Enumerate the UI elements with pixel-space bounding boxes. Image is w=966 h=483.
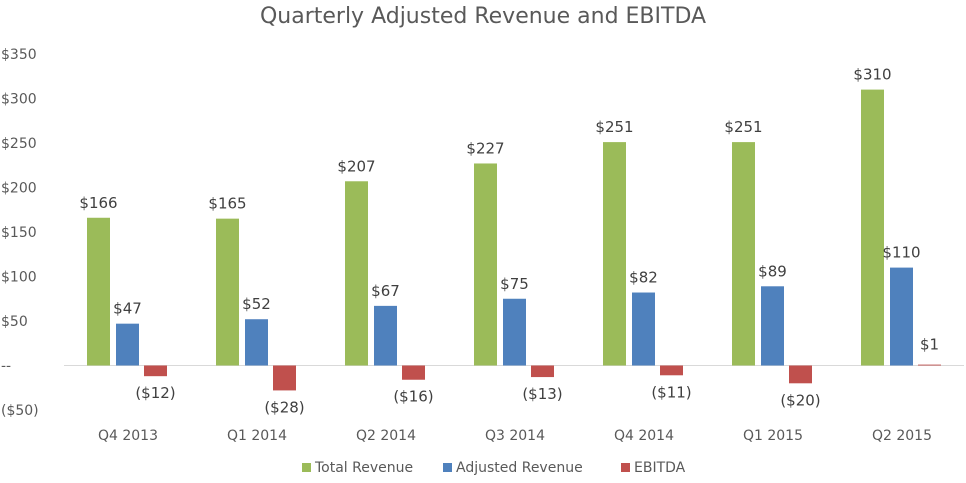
bar-adjusted-revenue [890,267,913,366]
bar-ebitda [660,365,683,376]
bar-total-revenue [603,142,626,366]
x-category-label: Q4 2013 [98,428,158,444]
x-category-label: Q2 2014 [356,428,416,444]
bar-total-revenue [861,89,884,366]
x-category-label: Q1 2015 [743,428,803,444]
data-label: ($16) [393,388,433,406]
data-labels-group: $166 $47 ($12) $165 $52 ($28) $207 $67 ($16) $227… [79,66,939,417]
data-label: $75 [500,275,529,293]
bar-ebitda [144,365,167,377]
bar-ebitda [273,365,296,391]
y-tick-label: $50 [1,314,28,330]
data-label: $310 [853,66,891,84]
data-label: $1 [920,336,939,354]
data-label: $82 [629,269,658,287]
legend-label: EBITDA [634,460,686,476]
data-label: ($20) [780,391,820,409]
data-label: $251 [724,118,762,136]
y-tick-label: $100 [1,270,37,286]
legend-swatch [302,463,311,472]
bar-total-revenue [216,218,239,366]
y-tick-label: -- [1,359,11,375]
x-category-label: Q4 2014 [614,428,674,444]
data-label: ($11) [651,383,691,401]
bar-adjusted-revenue [374,305,397,366]
bar-adjusted-revenue [245,319,268,366]
legend-swatch [621,463,630,472]
legend-swatch [443,463,452,472]
data-label: ($28) [264,398,304,416]
legend-label: Total Revenue [314,460,413,476]
bar-adjusted-revenue [761,286,784,366]
x-category-label: Q1 2014 [227,428,287,444]
y-tick-label: $150 [1,225,37,241]
data-label: $67 [371,282,400,300]
y-tick-label: $200 [1,181,37,197]
bar-adjusted-revenue [632,292,655,366]
y-tick-label: ($50) [1,403,39,419]
y-tick-label: $250 [1,136,37,152]
x-category-label: Q3 2014 [485,428,545,444]
bar-total-revenue [345,181,368,366]
x-axis-labels: Q4 2013 Q1 2014 Q2 2014 Q3 2014 Q4 2014 Q1 20… [98,428,932,444]
bar-total-revenue [87,217,110,366]
data-label: $165 [208,195,246,213]
bar-adjusted-revenue [503,298,526,366]
y-axis-ticks: ($50) -- $50 $100 $150 $200 $250 $300 $350 [1,47,39,419]
bar-ebitda [918,364,941,366]
bar-total-revenue [474,163,497,366]
data-label: $110 [882,244,920,262]
data-label: $251 [595,118,633,136]
x-category-label: Q2 2015 [872,428,932,444]
data-label: $207 [337,157,375,175]
data-label: $47 [113,300,142,318]
data-label: $89 [758,262,787,280]
bar-ebitda [531,365,554,378]
bar-total-revenue [732,142,755,366]
data-label: $166 [79,194,117,212]
legend: Total Revenue Adjusted Revenue EBITDA [302,460,686,476]
bar-ebitda [789,365,812,384]
data-label: ($12) [135,384,175,402]
data-label: $52 [242,295,271,313]
bars-group [87,89,941,391]
data-label: $227 [466,139,504,157]
y-tick-label: $300 [1,92,37,108]
y-tick-label: $350 [1,47,37,63]
bar-adjusted-revenue [116,323,139,366]
chart-title: Quarterly Adjusted Revenue and EBITDA [260,4,706,29]
data-label: ($13) [522,385,562,403]
bar-ebitda [402,365,425,380]
legend-label: Adjusted Revenue [456,460,583,476]
